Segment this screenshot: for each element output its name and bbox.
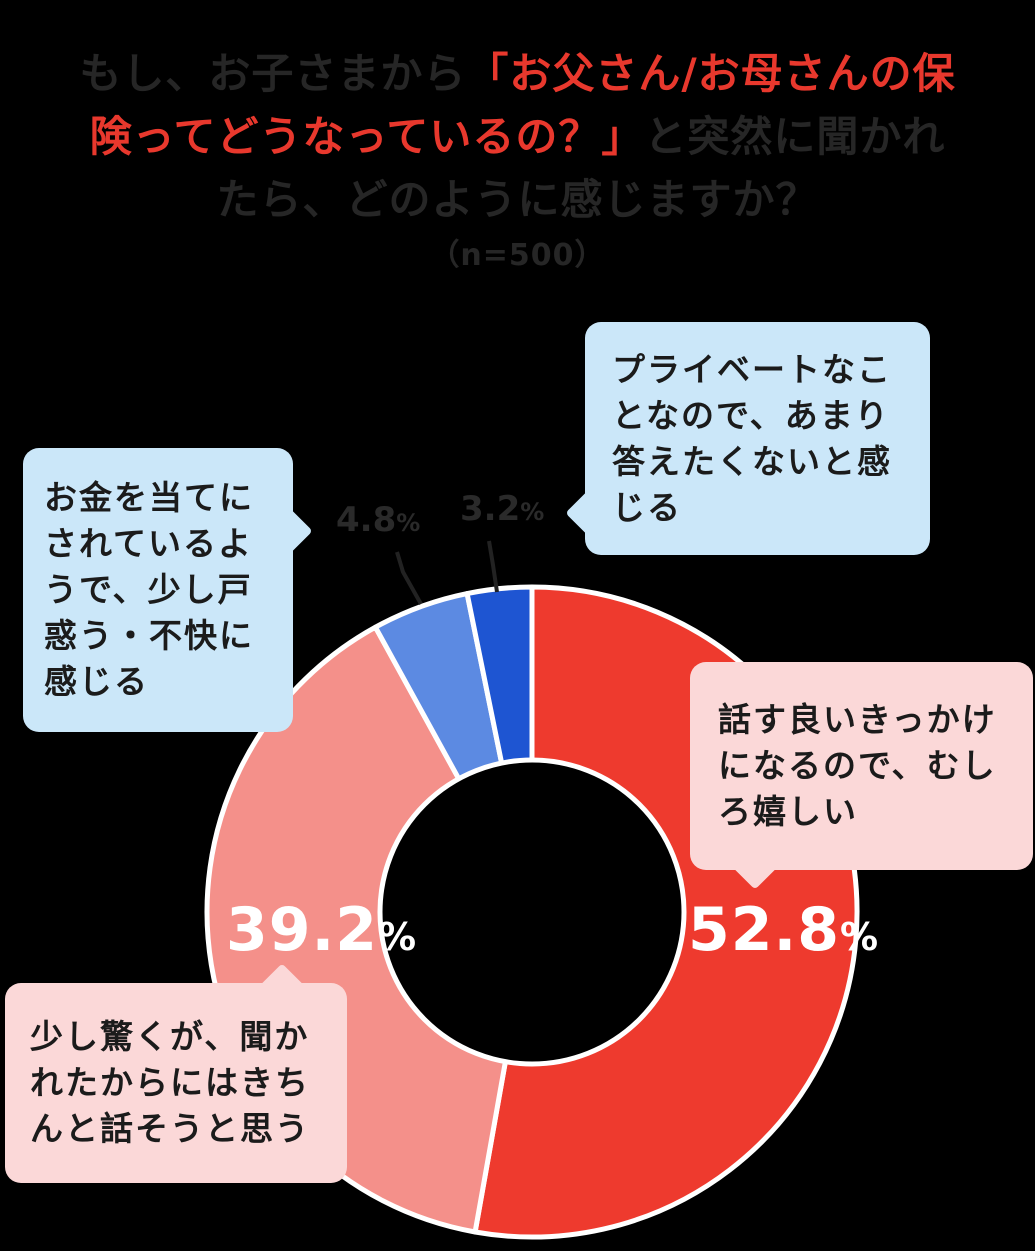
value-number: 3.2	[460, 489, 521, 529]
value-label-secondary: 39.2%	[226, 895, 417, 965]
callout-money-discomfort: お金を当てにされているようで、少し戸惑う・不快に感じる	[23, 448, 313, 732]
value-label-dark-blue: 3.2%	[460, 489, 544, 529]
title-text-red: 「お父さん/お母さんの保険ってどうなっているの？」	[89, 49, 956, 161]
callout-text: プライベートなことなので、あまり答えたくないと感じる	[612, 349, 892, 527]
value-unit: %	[396, 509, 421, 537]
value-number: 39.2	[226, 895, 379, 965]
callout-private-answer: プライベートなことなので、あまり答えたくないと感じる	[565, 322, 930, 555]
value-number: 52.8	[688, 895, 841, 965]
callout-happy-opportunity: 話す良いきっかけになるので、むしろ嬉しい	[690, 662, 1033, 890]
callout-text: 少し驚くが、聞かれたからにはきちんと話そうと思う	[30, 1017, 310, 1148]
callout-pointer-left-icon	[565, 490, 611, 536]
value-label-main: 52.8%	[688, 895, 879, 965]
value-unit: %	[520, 498, 545, 526]
value-label-light-blue: 4.8%	[336, 500, 420, 540]
value-number: 4.8	[336, 500, 397, 540]
donut-hole	[377, 757, 687, 1067]
value-unit: %	[378, 915, 418, 959]
title-text-black-2: と突然に聞かれたら、どのように感じますか？	[216, 112, 946, 224]
chart-title: もし、お子さまから「お父さん/お母さんの保険ってどうなっているの？」と突然に聞か…	[78, 42, 958, 231]
callout-text: 話す良いきっかけになるので、むしろ嬉しい	[718, 700, 997, 831]
callout-surprised-but-talk: 少し驚くが、聞かれたからにはきちんと話そうと思う	[5, 963, 347, 1183]
title-text-black-1: もし、お子さまから	[79, 49, 467, 98]
value-unit: %	[840, 915, 880, 959]
callout-text: お金を当てにされているようで、少し戸惑う・不快に感じる	[44, 478, 254, 701]
sample-size-label: （n=500）	[429, 238, 606, 273]
